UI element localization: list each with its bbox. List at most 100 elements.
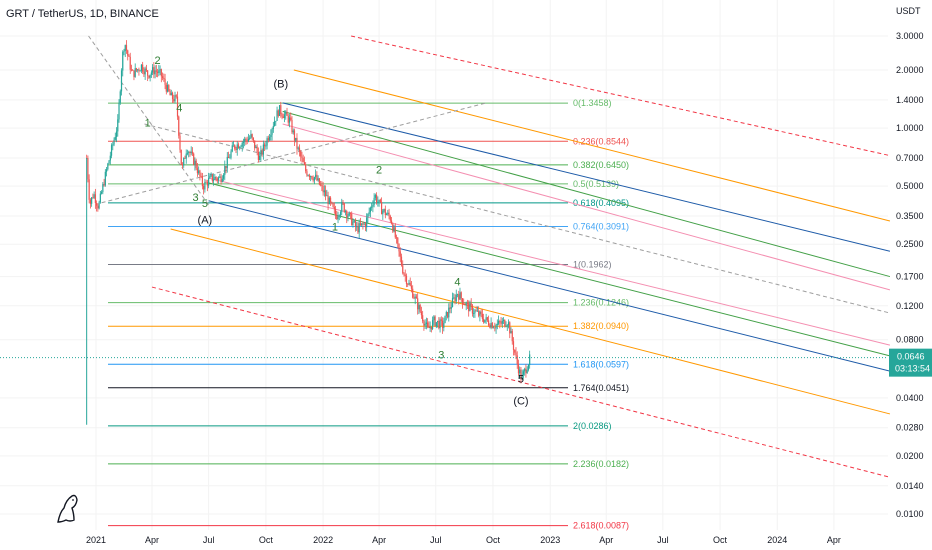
price-axis[interactable]: USDT 3.0000 2.0000 1.4000 1.0000 0.7000 0.5000… (896, 6, 924, 519)
candle-body (288, 117, 291, 123)
candle-body (183, 157, 185, 166)
candle-body (194, 160, 196, 165)
candle-body (259, 155, 261, 160)
candle-body (473, 313, 475, 314)
candle-body (117, 119, 119, 132)
wave-label: 5 (202, 198, 208, 210)
candle-body (413, 297, 415, 299)
candle-body (529, 354, 531, 366)
candle-body (341, 202, 343, 213)
candle-body (417, 298, 419, 310)
candle-body (449, 307, 451, 309)
wave-label: 3 (438, 349, 444, 361)
candle-body (346, 211, 348, 218)
wave-label: 1 (332, 221, 338, 233)
candle-body (260, 150, 262, 156)
candle-body (324, 190, 327, 197)
candle-body (247, 138, 250, 142)
candle-body (420, 311, 423, 316)
candle-body (451, 298, 454, 308)
candle-body (239, 147, 241, 149)
wave-label: (A) (198, 215, 213, 227)
time-axis[interactable]: 2021 Apr Jul Oct 2022 Apr Jul Oct 2023 Apr Jul Oct 2… (86, 535, 841, 545)
candle-body (351, 213, 353, 226)
candle-body (147, 70, 149, 76)
candle-body (393, 227, 395, 232)
candle-body (488, 320, 490, 326)
candle-body (108, 160, 110, 164)
candle-body (208, 178, 210, 186)
candle-body (490, 322, 492, 328)
candle-body (221, 178, 223, 182)
y-tick-label: 0.5000 (896, 181, 924, 191)
fib-level-label: 1.618(0.0597) (573, 359, 629, 369)
candle-body (369, 207, 371, 213)
candle-body (461, 298, 464, 304)
candle-body (466, 303, 469, 304)
candle-body (120, 70, 123, 92)
candle-body (123, 51, 125, 52)
x-tick-label: Apr (827, 535, 841, 545)
candle-body (469, 303, 471, 312)
candle-body (383, 209, 385, 211)
candle-body (173, 99, 175, 102)
channel-line (208, 200, 891, 372)
candle-body (128, 55, 130, 57)
candle-body (261, 150, 263, 155)
candle-body (132, 69, 134, 71)
y-tick-label: 2.0000 (896, 65, 924, 75)
candle-body (252, 137, 255, 141)
candle-body (296, 137, 298, 149)
candle-body (189, 152, 191, 154)
candle-body (392, 223, 394, 232)
bar-countdown: 03:13:54 (895, 364, 930, 374)
x-tick-label: Jul (657, 535, 669, 545)
candle-body (127, 50, 129, 56)
trend-channels (88, 35, 891, 478)
candle-body (520, 369, 522, 380)
candle-body (200, 176, 202, 177)
candle-body (339, 212, 342, 216)
candle-body (249, 137, 251, 139)
candle-body (342, 202, 344, 204)
candle-body (217, 177, 220, 181)
candle-body (135, 68, 138, 71)
candle-body (395, 237, 398, 239)
candle-body (468, 303, 470, 312)
y-tick-label: 0.0280 (896, 423, 924, 433)
candle-body (445, 312, 447, 316)
y-tick-label: 1.4000 (896, 95, 924, 105)
candle-body (300, 151, 302, 157)
candle-body (432, 320, 434, 329)
candle-body (291, 119, 293, 133)
candle-body (196, 168, 199, 174)
candle-body (109, 155, 111, 161)
candle-body (107, 163, 109, 170)
candle-body (168, 85, 170, 91)
candle-body (311, 176, 313, 179)
candle-body (500, 322, 502, 324)
candle-body (124, 45, 126, 52)
candle-body (155, 70, 157, 72)
candle-body (295, 137, 297, 141)
candle-body (352, 221, 354, 226)
channel-line (144, 123, 891, 314)
candle-body (443, 323, 445, 328)
candle-body (275, 120, 277, 122)
candle-body (459, 292, 461, 300)
candle-body (516, 355, 518, 365)
candle-body (257, 151, 259, 160)
tradingview-logo-icon[interactable] (57, 494, 78, 523)
channel-line (208, 177, 891, 346)
candle-body (384, 209, 386, 216)
x-tick-label: Oct (486, 535, 501, 545)
candle-body (149, 74, 151, 78)
candle-body (102, 184, 104, 193)
candle-body (100, 192, 103, 194)
candle-body (492, 327, 495, 329)
fibonacci-levels: 0(1.3458) 0.236(0.8544) 0.382(0.6450) 0.5(0… (108, 98, 629, 531)
candle-body (227, 156, 230, 159)
candle-body (519, 369, 521, 374)
